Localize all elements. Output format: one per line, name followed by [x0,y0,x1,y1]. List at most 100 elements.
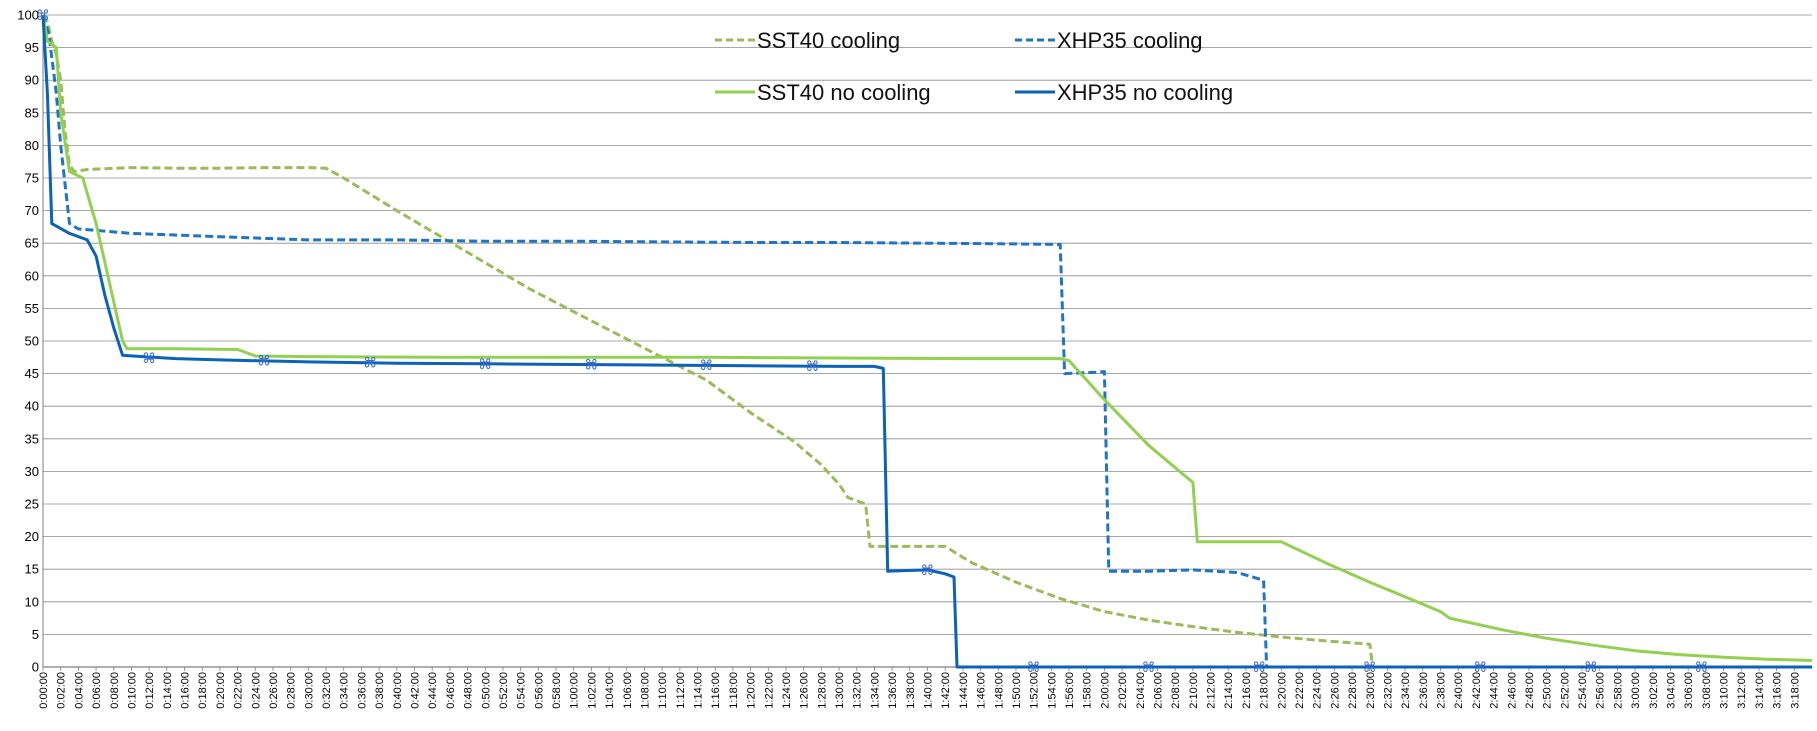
x-tick-label: 1:54:00 [1046,672,1058,709]
y-tick-label: 30 [25,464,39,479]
legend-label-1: XHP35 cooling [1057,28,1203,53]
x-tick-label: 2:06:00 [1152,672,1164,709]
x-tick-label: 0:42:00 [409,672,421,709]
x-tick-label: 1:10:00 [657,672,669,709]
x-tick-label: 0:46:00 [445,672,457,709]
x-tick-label: 1:42:00 [940,672,952,709]
y-tick-label: 65 [25,236,39,251]
y-tick-label: 100 [17,8,39,23]
x-tick-label: 2:44:00 [1489,672,1501,709]
x-tick-label: 1:02:00 [586,672,598,709]
x-tick-label: 0:34:00 [339,672,351,709]
x-tick-label: 1:14:00 [693,672,705,709]
y-tick-label: 40 [25,399,39,414]
y-tick-label: 95 [25,40,39,55]
data-marker: ⌘ [478,357,492,373]
x-tick-label: 1:18:00 [728,672,740,709]
y-tick-label: 90 [25,73,39,88]
x-tick-label: 3:12:00 [1736,672,1748,709]
x-tick-label: 0:08:00 [109,672,121,709]
x-tick-label: 1:38:00 [905,672,917,709]
legend: SST40 cooling XHP35 cooling SST40 no cooli… [715,28,1233,105]
x-tick-label: 2:58:00 [1612,672,1624,709]
x-tick-label: 3:18:00 [1789,672,1801,709]
x-tick-label: 0:12:00 [144,672,156,709]
y-tick-label: 50 [25,334,39,349]
x-tick-label: 3:14:00 [1754,672,1766,709]
legend-label-0: SST40 cooling [757,28,900,53]
x-tick-label: 2:32:00 [1382,672,1394,709]
data-marker: ⌘ [1363,660,1377,676]
x-tick-label: 0:38:00 [374,672,386,709]
x-tick-label: 2:00:00 [1099,672,1111,709]
x-tick-label: 2:54:00 [1577,672,1589,709]
data-marker: ⌘ [584,357,598,373]
x-tick-label: 1:20:00 [746,672,758,709]
x-tick-label: 0:58:00 [551,672,563,709]
y-tick-label: 85 [25,105,39,120]
y-axis-tick-labels: 0 5 10 15 20 25 30 35 40 45 50 55 60 65 70 75 80 85 90 95 10… [17,8,39,675]
x-tick-label: 2:34:00 [1400,672,1412,709]
x-tick-label: 1:16:00 [710,672,722,709]
x-tick-label: 2:48:00 [1524,672,1536,709]
x-tick-label: 2:04:00 [1135,672,1147,709]
data-markers: ⌘ ⌘ ⌘ ⌘ ⌘ ⌘ ⌘ ⌘ ⌘ ⌘ ⌘ ⌘ ⌘ ⌘ ⌘ ⌘ [36,8,1708,676]
x-tick-label: 2:14:00 [1223,672,1235,709]
x-tick-label: 1:46:00 [976,672,988,709]
x-tick-label: 0:36:00 [356,672,368,709]
x-tick-label: 1:00:00 [569,672,581,709]
x-tick-label: 0:56:00 [533,672,545,709]
y-tick-label: 0 [32,660,39,675]
x-tick-label: 2:08:00 [1170,672,1182,709]
x-tick-label: 1:26:00 [799,672,811,709]
y-tick-label: 70 [25,203,39,218]
x-tick-label: 0:22:00 [233,672,245,709]
data-marker: ⌘ [363,356,377,372]
x-tick-label: 0:32:00 [321,672,333,709]
data-marker: ⌘ [1252,660,1266,676]
x-tick-label: 1:12:00 [675,672,687,709]
series-line-1 [41,14,1812,669]
data-marker: ⌘ [1584,660,1598,676]
x-tick-label: 0:26:00 [268,672,280,709]
x-tick-label: 1:36:00 [887,672,899,709]
y-tick-label: 5 [32,627,39,642]
x-tick-label: 1:48:00 [993,672,1005,709]
x-tick-label: 0:06:00 [91,672,103,709]
series-line-3 [41,14,1812,669]
x-tick-label: 1:40:00 [923,672,935,709]
y-tick-label: 10 [25,594,39,609]
series-line-0 [41,14,1375,668]
x-tick-label: 1:44:00 [958,672,970,709]
data-marker: ⌘ [1473,660,1487,676]
x-tick-label: 2:22:00 [1294,672,1306,709]
x-tick-label: 0:10:00 [126,672,138,709]
y-tick-label: 55 [25,301,39,316]
x-tick-label: 2:50:00 [1542,672,1554,709]
x-tick-label: 2:24:00 [1312,672,1324,709]
x-tick-label: 0:04:00 [73,672,85,709]
data-marker: ⌘ [1027,660,1041,676]
data-marker: ⌘ [1142,660,1156,676]
x-tick-label: 1:28:00 [816,672,828,709]
x-tick-label: 2:30:00 [1365,672,1377,709]
y-tick-label: 20 [25,529,39,544]
x-tick-label: 1:50:00 [1011,672,1023,709]
data-marker: ⌘ [1694,660,1708,676]
data-marker: ⌘ [921,563,935,579]
y-tick-label: 75 [25,171,39,186]
x-tick-label: 0:14:00 [162,672,174,709]
x-tick-label: 1:22:00 [763,672,775,709]
legend-label-2: SST40 no cooling [757,80,931,105]
data-marker: ⌘ [257,354,271,370]
y-tick-label: 80 [25,138,39,153]
x-tick-label: 1:30:00 [834,672,846,709]
x-tick-label: 0:48:00 [463,672,475,709]
y-tick-label: 35 [25,431,39,446]
x-tick-label: 1:34:00 [869,672,881,709]
data-marker: ⌘ [36,8,50,24]
x-tick-label: 0:00:00 [38,672,50,709]
x-tick-label: 3:08:00 [1701,672,1713,709]
x-tick-label: 0:18:00 [197,672,209,709]
